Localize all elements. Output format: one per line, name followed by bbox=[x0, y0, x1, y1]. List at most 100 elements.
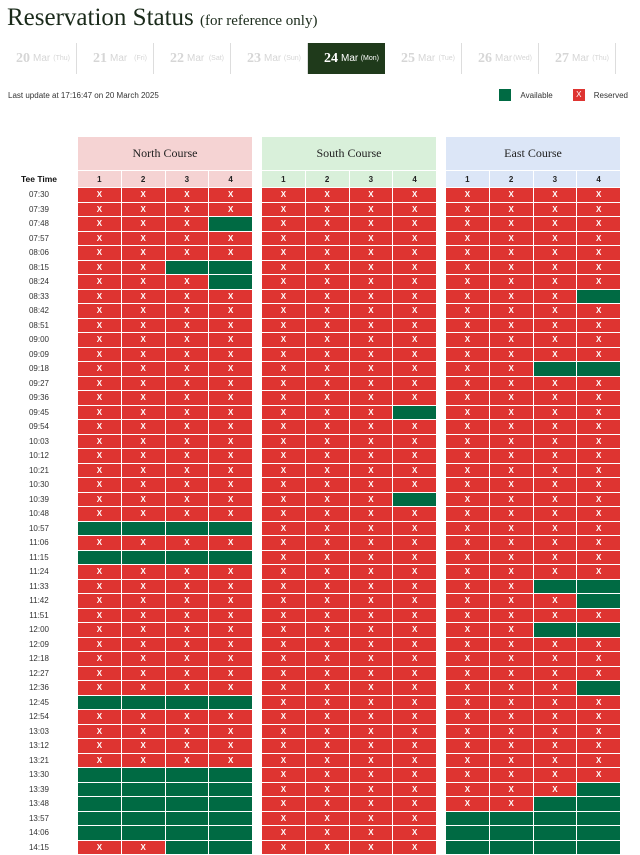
available-slot[interactable] bbox=[208, 260, 252, 275]
reserved-slot: X bbox=[576, 260, 620, 275]
reserved-slot: X bbox=[349, 637, 393, 652]
available-slot[interactable] bbox=[208, 782, 252, 797]
available-slot[interactable] bbox=[576, 782, 620, 797]
available-slot[interactable] bbox=[78, 550, 121, 565]
available-slot[interactable] bbox=[208, 550, 252, 565]
available-slot[interactable] bbox=[208, 825, 252, 840]
available-slot[interactable] bbox=[165, 550, 209, 565]
available-slot[interactable] bbox=[533, 811, 577, 826]
available-slot[interactable] bbox=[576, 840, 620, 855]
available-slot[interactable] bbox=[121, 550, 165, 565]
available-slot[interactable] bbox=[165, 782, 209, 797]
available-slot[interactable] bbox=[208, 840, 252, 855]
available-slot[interactable] bbox=[208, 767, 252, 782]
available-slot[interactable] bbox=[208, 811, 252, 826]
available-slot[interactable] bbox=[533, 825, 577, 840]
available-slot[interactable] bbox=[533, 840, 577, 855]
available-slot[interactable] bbox=[78, 811, 121, 826]
available-slot[interactable] bbox=[208, 216, 252, 231]
available-slot[interactable] bbox=[533, 361, 577, 376]
available-slot[interactable] bbox=[78, 825, 121, 840]
reserved-slot: X bbox=[533, 695, 577, 710]
available-slot[interactable] bbox=[121, 695, 165, 710]
reserved-slot: X bbox=[121, 448, 165, 463]
available-slot[interactable] bbox=[576, 593, 620, 608]
reserved-slot: X bbox=[446, 796, 489, 811]
available-slot[interactable] bbox=[165, 796, 209, 811]
available-slot[interactable] bbox=[576, 622, 620, 637]
available-slot[interactable] bbox=[446, 825, 489, 840]
available-slot[interactable] bbox=[78, 521, 121, 536]
available-slot[interactable] bbox=[165, 840, 209, 855]
reserved-slot: X bbox=[446, 448, 489, 463]
reserved-slot: X bbox=[576, 274, 620, 289]
available-slot[interactable] bbox=[576, 796, 620, 811]
available-slot[interactable] bbox=[208, 695, 252, 710]
available-slot[interactable] bbox=[78, 695, 121, 710]
available-slot[interactable] bbox=[446, 840, 489, 855]
available-slot[interactable] bbox=[78, 796, 121, 811]
available-slot[interactable] bbox=[392, 405, 436, 420]
available-slot[interactable] bbox=[576, 680, 620, 695]
available-slot[interactable] bbox=[165, 521, 209, 536]
available-slot[interactable] bbox=[165, 811, 209, 826]
available-slot[interactable] bbox=[121, 811, 165, 826]
reserved-slot: X bbox=[533, 202, 577, 217]
reserved-slot: X bbox=[576, 318, 620, 333]
available-slot[interactable] bbox=[533, 622, 577, 637]
reserved-slot: X bbox=[208, 593, 252, 608]
reserved-slot: X bbox=[446, 550, 489, 565]
available-slot[interactable] bbox=[78, 767, 121, 782]
available-slot[interactable] bbox=[576, 361, 620, 376]
available-slot[interactable] bbox=[446, 811, 489, 826]
reserved-slot: X bbox=[576, 637, 620, 652]
available-slot[interactable] bbox=[576, 579, 620, 594]
available-slot[interactable] bbox=[121, 521, 165, 536]
reserved-slot: X bbox=[489, 332, 533, 347]
reserved-slot: X bbox=[165, 564, 209, 579]
available-slot[interactable] bbox=[208, 521, 252, 536]
available-slot[interactable] bbox=[208, 274, 252, 289]
available-slot[interactable] bbox=[392, 492, 436, 507]
available-slot[interactable] bbox=[489, 825, 533, 840]
available-slot[interactable] bbox=[165, 825, 209, 840]
reserved-slot: X bbox=[446, 202, 489, 217]
available-slot[interactable] bbox=[121, 767, 165, 782]
available-slot[interactable] bbox=[576, 825, 620, 840]
available-slot[interactable] bbox=[121, 796, 165, 811]
available-slot[interactable] bbox=[489, 811, 533, 826]
available-slot[interactable] bbox=[489, 840, 533, 855]
available-slot[interactable] bbox=[78, 782, 121, 797]
available-slot[interactable] bbox=[533, 796, 577, 811]
reserved-slot: X bbox=[305, 202, 349, 217]
reserved-slot: X bbox=[305, 622, 349, 637]
available-slot[interactable] bbox=[165, 767, 209, 782]
available-slot[interactable] bbox=[165, 260, 209, 275]
reserved-slot: X bbox=[349, 724, 393, 739]
available-slot[interactable] bbox=[165, 695, 209, 710]
available-slot[interactable] bbox=[576, 289, 620, 304]
available-slot[interactable] bbox=[121, 782, 165, 797]
available-slot[interactable] bbox=[533, 579, 577, 594]
reserved-slot: X bbox=[262, 506, 305, 521]
available-slot[interactable] bbox=[208, 796, 252, 811]
available-slot[interactable] bbox=[576, 811, 620, 826]
available-slot[interactable] bbox=[121, 825, 165, 840]
